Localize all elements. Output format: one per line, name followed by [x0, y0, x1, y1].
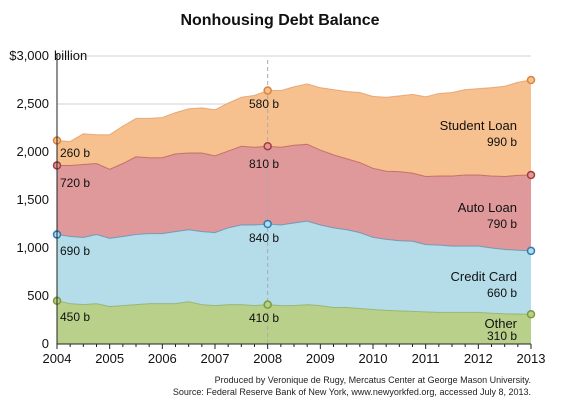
edge-other: [56, 300, 532, 315]
marker-credit-card-mid: [263, 219, 272, 229]
y-tick-label: $3,000: [9, 48, 49, 63]
y-tick-label: 2,000: [16, 144, 49, 159]
y-tick-label: 0: [42, 336, 49, 351]
edge-student-loan: [56, 79, 532, 142]
area-student-loan: [57, 80, 531, 177]
marker-auto-loan-end: [526, 170, 536, 180]
x-tick-label: 2012: [464, 351, 493, 366]
marker-student-loan-end: [526, 75, 536, 85]
mid-label-auto-loan: 810 b: [249, 157, 279, 171]
series-name-auto-loan: Auto Loan: [458, 200, 517, 215]
y-axis-ticks: 0 500 1,000 1,500 2,000 2,500 $3,000: [9, 48, 49, 351]
stacked-areas: [57, 80, 531, 344]
mid-label-other: 410 b: [249, 311, 279, 325]
end-label-auto-loan: 790 b: [487, 217, 517, 231]
edge-credit-card: [56, 220, 532, 252]
mid-label-credit-card: 840 b: [249, 231, 279, 245]
mid-label-student-loan: 580 b: [249, 97, 279, 111]
end-label-credit-card: 660 b: [487, 286, 517, 300]
x-tick-label: 2005: [95, 351, 124, 366]
footer-source: Source: Federal Reserve Bank of New York…: [173, 387, 531, 397]
series-name-student-loan: Student Loan: [440, 118, 517, 133]
x-tick-label: 2007: [201, 351, 230, 366]
x-tick-label: 2011: [412, 351, 440, 366]
start-label-credit-card: 690 b: [60, 244, 90, 258]
end-label-other: 310 b: [487, 329, 517, 343]
x-tick-label: 2013: [517, 351, 546, 366]
start-label-student-loan: 260 b: [60, 146, 90, 160]
value-markers: [52, 75, 536, 319]
x-tick-label: 2006: [148, 351, 177, 366]
marker-auto-loan-mid: [263, 141, 272, 151]
marker-other-mid: [263, 300, 272, 309]
y-tick-label: 2,500: [16, 96, 49, 111]
start-label-auto-loan: 720 b: [60, 176, 90, 190]
x-tick-label: 2004: [43, 351, 72, 366]
chart-title: Nonhousing Debt Balance: [180, 12, 379, 29]
marker-student-loan-mid: [263, 86, 272, 95]
y-tick-label: 500: [27, 288, 49, 303]
series-name-credit-card: Credit Card: [451, 269, 517, 284]
x-tick-label: 2009: [306, 351, 335, 366]
x-tick-label: 2008: [253, 351, 282, 366]
series-edges: [56, 79, 532, 315]
x-axis-ticks: 2004 2005 2006 2007 2008 2009 2010 2011 2012 2013: [43, 344, 546, 366]
area-credit-card: [57, 221, 531, 315]
footer-credit: Produced by Veronique de Rugy, Mercatus …: [215, 375, 531, 385]
series-name-other: Other: [484, 316, 517, 331]
marker-other-end: [526, 309, 536, 319]
x-tick-label: 2010: [359, 351, 388, 366]
area-auto-loan: [57, 144, 531, 251]
edge-auto-loan: [57, 143, 532, 177]
end-label-student-loan: 990 b: [487, 135, 517, 149]
y-axis-unit: billion: [54, 48, 87, 63]
marker-credit-card-end: [526, 246, 536, 256]
y-tick-label: 1,500: [16, 192, 49, 207]
start-label-other: 450 b: [60, 310, 90, 324]
y-tick-label: 1,000: [16, 240, 49, 255]
